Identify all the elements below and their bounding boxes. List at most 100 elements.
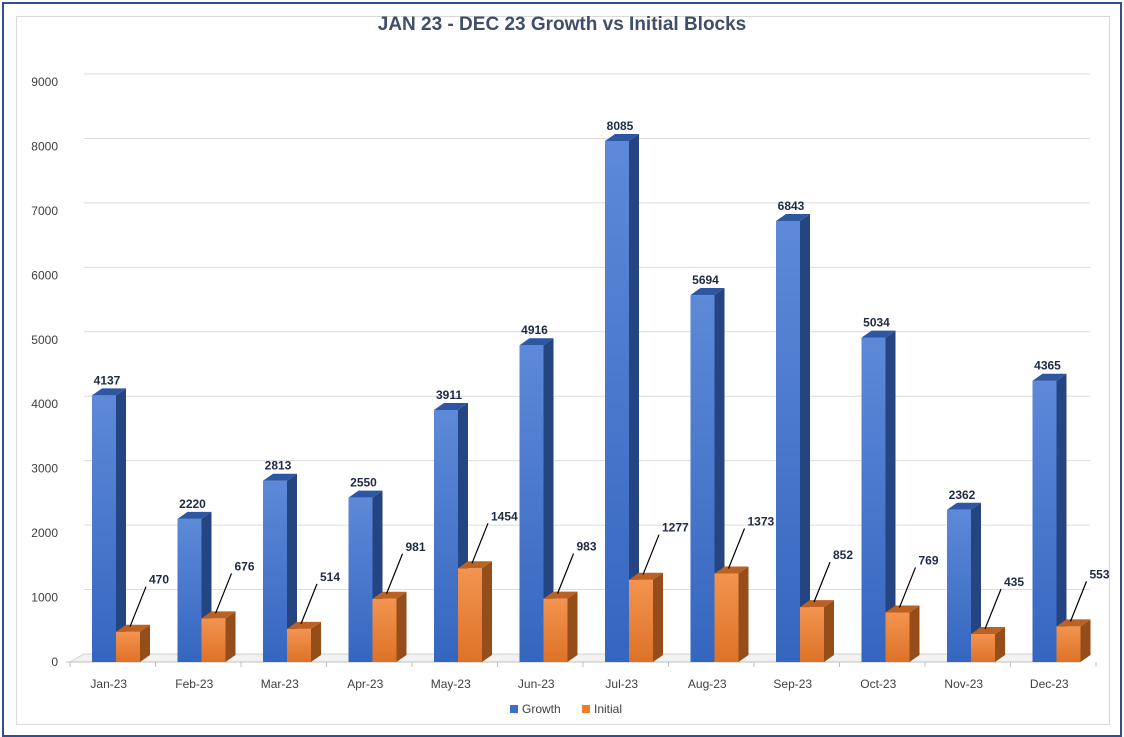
y-tick-label: 5000 <box>31 333 58 347</box>
x-tick-label: Aug-23 <box>688 677 727 691</box>
data-label: 6843 <box>778 199 805 213</box>
bar-front <box>629 579 653 662</box>
bar-side <box>225 611 236 662</box>
bar-front <box>372 598 397 662</box>
bar-side <box>567 591 578 662</box>
y-tick-label: 6000 <box>31 268 58 282</box>
leader-line <box>984 588 1002 630</box>
bar-front <box>605 140 629 662</box>
data-label: 8085 <box>607 119 634 133</box>
bar-side <box>396 591 407 662</box>
bar-top <box>714 566 749 574</box>
y-tick-label: 1000 <box>31 591 58 605</box>
initial-bar-dec-23 <box>1056 619 1091 662</box>
bar-top <box>629 572 663 580</box>
data-label: 2220 <box>179 497 206 511</box>
legend-label: Initial <box>594 702 622 716</box>
y-tick-label: 7000 <box>31 204 58 218</box>
bar-front <box>800 607 824 662</box>
bar-side <box>909 605 920 662</box>
bar-top <box>519 338 554 346</box>
data-label: 470 <box>149 573 169 587</box>
bar-front <box>177 518 202 662</box>
initial-bar-aug-23 <box>714 566 749 662</box>
bar-side <box>287 473 297 662</box>
bar-side <box>1080 619 1091 662</box>
bar-front <box>519 345 544 662</box>
bar-side <box>971 502 981 662</box>
x-tick-label: Oct-23 <box>860 677 896 691</box>
leader-line <box>813 561 831 603</box>
leader-line <box>898 567 917 608</box>
data-label: 1277 <box>662 521 689 535</box>
bar-side <box>311 621 321 662</box>
bar-side <box>885 330 896 662</box>
leader-line <box>300 583 318 625</box>
bar-front <box>971 633 995 662</box>
x-tick-label: Dec-23 <box>1030 677 1069 691</box>
data-labels: 4137 470 2220 676 2813 514 2550 981 3911 1454 4916… <box>94 119 1110 630</box>
bar-top <box>776 214 810 222</box>
bar-front <box>776 221 800 663</box>
bar-side <box>653 572 663 662</box>
initial-bar-jun-23 <box>543 591 578 662</box>
initial-bar-jul-23 <box>629 572 663 662</box>
legend-swatch <box>582 705 590 713</box>
bar-side <box>824 600 834 662</box>
x-tick-label: Jan-23 <box>90 677 127 691</box>
bar-front <box>458 568 482 662</box>
bar-side <box>543 338 554 662</box>
bar-top <box>458 561 492 569</box>
data-label: 5034 <box>863 316 890 330</box>
bar-top <box>885 605 920 613</box>
bar-top <box>690 288 725 296</box>
x-tick-label: Jun-23 <box>518 677 555 691</box>
leader-line <box>129 586 147 627</box>
bar-side <box>116 388 126 662</box>
bar-top <box>861 330 896 338</box>
bar-front <box>861 337 886 662</box>
bar-top <box>434 402 468 410</box>
bar-top <box>201 611 236 619</box>
bar-side <box>629 133 639 662</box>
bar-top <box>800 600 834 608</box>
data-label: 4916 <box>521 323 548 337</box>
x-tick-label: Mar-23 <box>261 677 299 691</box>
gridlines <box>66 73 1092 663</box>
bar-top <box>372 591 407 599</box>
bar-front <box>263 480 287 662</box>
bar-front <box>543 598 568 662</box>
data-label: 983 <box>577 540 597 554</box>
x-axis: Jan-23 Feb-23 Mar-23 Apr-23 May-23 Jun-23 Jul-… <box>69 662 1097 691</box>
leader-line <box>471 523 489 564</box>
y-tick-label: 3000 <box>31 462 58 476</box>
data-label: 514 <box>320 570 340 584</box>
data-label: 2362 <box>949 488 976 502</box>
bar-front <box>348 497 373 662</box>
data-label: 3911 <box>436 388 462 402</box>
data-label: 981 <box>406 540 426 554</box>
growth-bar-sep-23 <box>776 214 810 663</box>
initial-bar-may-23 <box>458 561 492 662</box>
data-label: 2813 <box>265 459 292 473</box>
bar-front <box>690 295 715 662</box>
y-tick-label: 0 <box>51 655 58 669</box>
legend-label: Growth <box>522 702 561 716</box>
bar-front <box>1032 380 1057 662</box>
data-label: 4365 <box>1034 359 1061 373</box>
bar-top <box>947 502 981 510</box>
bar-top <box>543 591 578 599</box>
bar-top <box>116 624 150 632</box>
bar-front <box>201 618 226 662</box>
data-label: 2550 <box>350 476 377 490</box>
initial-bar-jan-23 <box>116 624 150 662</box>
bar-front <box>714 573 739 662</box>
bar-front <box>947 509 971 662</box>
data-label: 1373 <box>748 515 775 529</box>
data-label: 852 <box>833 548 853 562</box>
bar-top <box>263 473 297 481</box>
leader-line <box>214 573 233 614</box>
growth-bar-nov-23 <box>947 502 981 662</box>
x-tick-label: May-23 <box>431 677 471 691</box>
